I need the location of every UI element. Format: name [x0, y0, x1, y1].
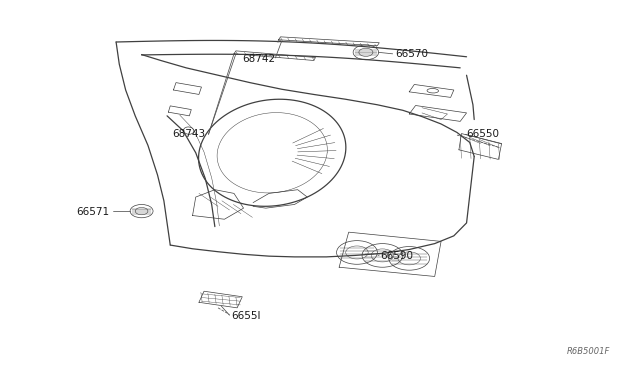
- Text: 66570: 66570: [395, 49, 428, 59]
- Text: 6655l: 6655l: [231, 311, 260, 321]
- Text: 66590: 66590: [381, 251, 413, 261]
- Text: 68742: 68742: [243, 54, 275, 64]
- Text: 66550: 66550: [467, 129, 500, 139]
- Text: 66571: 66571: [77, 207, 109, 217]
- Text: 68743: 68743: [172, 129, 205, 139]
- Text: R6B5001F: R6B5001F: [566, 347, 610, 356]
